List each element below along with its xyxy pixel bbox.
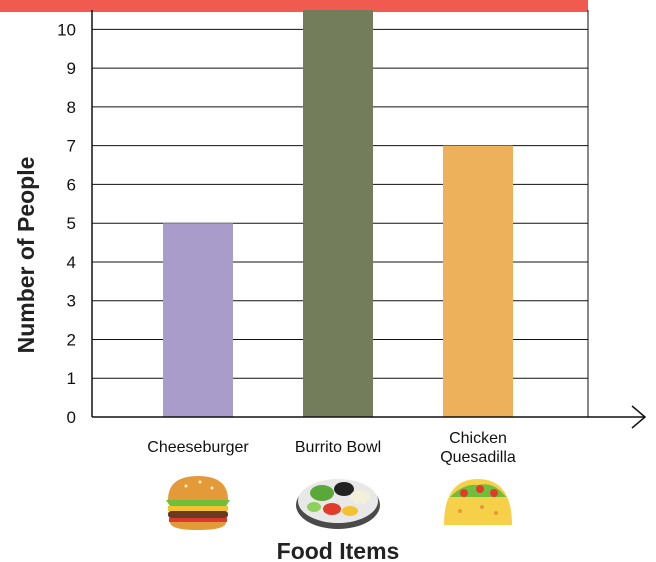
bar-chicken-quesadilla (443, 145, 513, 417)
y-tick-label-10: 10 (57, 20, 76, 39)
y-tick-label-3: 3 (67, 292, 76, 311)
taco-icon (444, 479, 512, 525)
burger-icon (166, 476, 230, 530)
y-tick-label-4: 4 (67, 253, 76, 272)
y-tick-label-9: 9 (67, 59, 76, 78)
x-category-label-chicken-quesadilla: Chicken Quesadilla (440, 430, 516, 466)
x-axis-arrow-icon (631, 405, 647, 429)
bars (163, 10, 513, 417)
y-tick-label-7: 7 (67, 137, 76, 156)
x-category-label-burrito-bowl: Burrito Bowl (295, 439, 381, 456)
burrito-bowl-icon (296, 479, 380, 529)
y-tick-label-0: 0 (67, 408, 76, 427)
x-axis-title: Food Items (277, 538, 400, 562)
bar-cheeseburger (163, 223, 233, 417)
y-tick-labels: 0 1 2 3 4 5 6 7 8 9 10 (57, 20, 76, 427)
y-tick-label-5: 5 (67, 214, 76, 233)
y-tick-label-6: 6 (67, 175, 76, 194)
axes (91, 10, 647, 429)
y-tick-label-8: 8 (67, 98, 76, 117)
header-banner (0, 0, 588, 12)
bar-burrito-bowl (303, 10, 373, 417)
y-tick-label-2: 2 (67, 330, 76, 349)
y-axis-title: Number of People (13, 157, 39, 354)
x-category-labels: Cheeseburger Burrito Bowl Chicken Quesadill… (147, 430, 516, 466)
y-tick-label-1: 1 (67, 369, 76, 388)
x-category-label-cheeseburger: Cheeseburger (147, 439, 249, 456)
